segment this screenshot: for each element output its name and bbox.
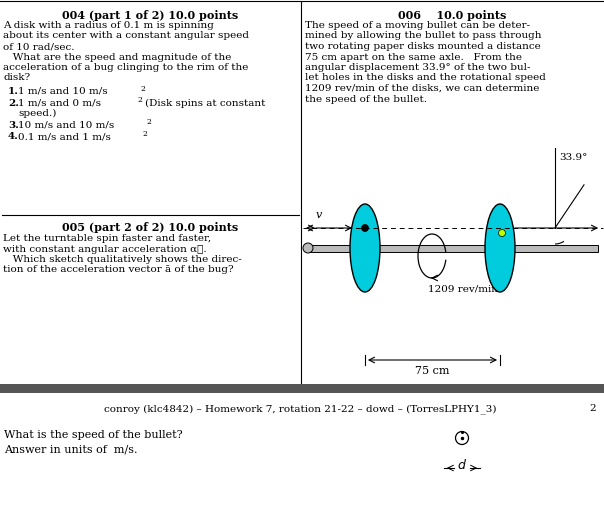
Text: 006    10.0 points: 006 10.0 points xyxy=(398,10,506,21)
Bar xyxy=(0,384,604,393)
Text: acceleration of a bug clinging to the rim of the: acceleration of a bug clinging to the ri… xyxy=(3,63,248,72)
Circle shape xyxy=(303,243,313,253)
Text: 1209 rev/min: 1209 rev/min xyxy=(428,284,498,293)
Ellipse shape xyxy=(350,204,380,292)
Text: speed.): speed.) xyxy=(18,109,56,118)
Circle shape xyxy=(498,229,506,237)
Text: 0.1 m/s and 1 m/s: 0.1 m/s and 1 m/s xyxy=(18,132,111,141)
Text: the speed of the bullet.: the speed of the bullet. xyxy=(305,94,427,104)
Text: conroy (klc4842) – Homework 7, rotation 21-22 – dowd – (TorresLPHY1_3): conroy (klc4842) – Homework 7, rotation … xyxy=(104,404,496,414)
Text: $d$: $d$ xyxy=(457,458,467,472)
Text: Answer in units of  m/s.: Answer in units of m/s. xyxy=(4,444,138,454)
Text: two rotating paper disks mounted a distance: two rotating paper disks mounted a dista… xyxy=(305,42,541,51)
Text: 2: 2 xyxy=(140,85,145,93)
Text: 10 m/s and 10 m/s: 10 m/s and 10 m/s xyxy=(18,121,114,130)
Text: What is the speed of the bullet?: What is the speed of the bullet? xyxy=(4,430,182,440)
Text: mined by allowing the bullet to pass through: mined by allowing the bullet to pass thr… xyxy=(305,32,542,40)
Text: tion of the acceleration vector ā of the bug?: tion of the acceleration vector ā of the… xyxy=(3,266,234,275)
Text: 33.9°: 33.9° xyxy=(559,153,587,162)
Circle shape xyxy=(362,224,368,232)
Text: disk?: disk? xyxy=(3,74,30,82)
Text: (Disk spins at constant: (Disk spins at constant xyxy=(145,98,265,108)
Text: about its center with a constant angular speed: about its center with a constant angular… xyxy=(3,32,249,40)
Text: 1.: 1. xyxy=(8,87,19,96)
Text: 1 m/s and 0 m/s: 1 m/s and 0 m/s xyxy=(18,98,101,108)
Text: 4.: 4. xyxy=(8,132,19,141)
Text: The speed of a moving bullet can be deter-: The speed of a moving bullet can be dete… xyxy=(305,21,530,30)
Text: 2.: 2. xyxy=(8,98,19,108)
Text: 2: 2 xyxy=(137,96,142,105)
Text: with constant angular acceleration α⃗.: with constant angular acceleration α⃗. xyxy=(3,244,207,253)
Text: 2: 2 xyxy=(142,130,147,138)
Text: of 10 rad/sec.: of 10 rad/sec. xyxy=(3,42,74,51)
Text: Let the turntable spin faster and faster,: Let the turntable spin faster and faster… xyxy=(3,234,211,243)
Text: 1209 rev/min of the disks, we can determine: 1209 rev/min of the disks, we can determ… xyxy=(305,84,539,93)
Text: 004 (part 1 of 2) 10.0 points: 004 (part 1 of 2) 10.0 points xyxy=(62,10,238,21)
Text: 1 m/s and 10 m/s: 1 m/s and 10 m/s xyxy=(18,87,108,96)
Text: 75 cm: 75 cm xyxy=(416,366,450,376)
Bar xyxy=(308,244,598,252)
Text: What are the speed and magnitude of the: What are the speed and magnitude of the xyxy=(3,52,231,62)
Text: Which sketch qualitatively shows the direc-: Which sketch qualitatively shows the dir… xyxy=(3,255,242,264)
Text: 005 (part 2 of 2) 10.0 points: 005 (part 2 of 2) 10.0 points xyxy=(62,222,238,233)
Text: 2: 2 xyxy=(590,404,596,413)
Text: 2: 2 xyxy=(146,119,151,126)
Text: 3.: 3. xyxy=(8,121,19,130)
Text: let holes in the disks and the rotational speed: let holes in the disks and the rotationa… xyxy=(305,74,546,82)
Text: v: v xyxy=(316,210,323,220)
Text: 75 cm apart on the same axle.   From the: 75 cm apart on the same axle. From the xyxy=(305,52,522,62)
Text: A disk with a radius of 0.1 m is spinning: A disk with a radius of 0.1 m is spinnin… xyxy=(3,21,214,30)
Ellipse shape xyxy=(485,204,515,292)
Text: angular displacement 33.9° of the two bul-: angular displacement 33.9° of the two bu… xyxy=(305,63,530,72)
